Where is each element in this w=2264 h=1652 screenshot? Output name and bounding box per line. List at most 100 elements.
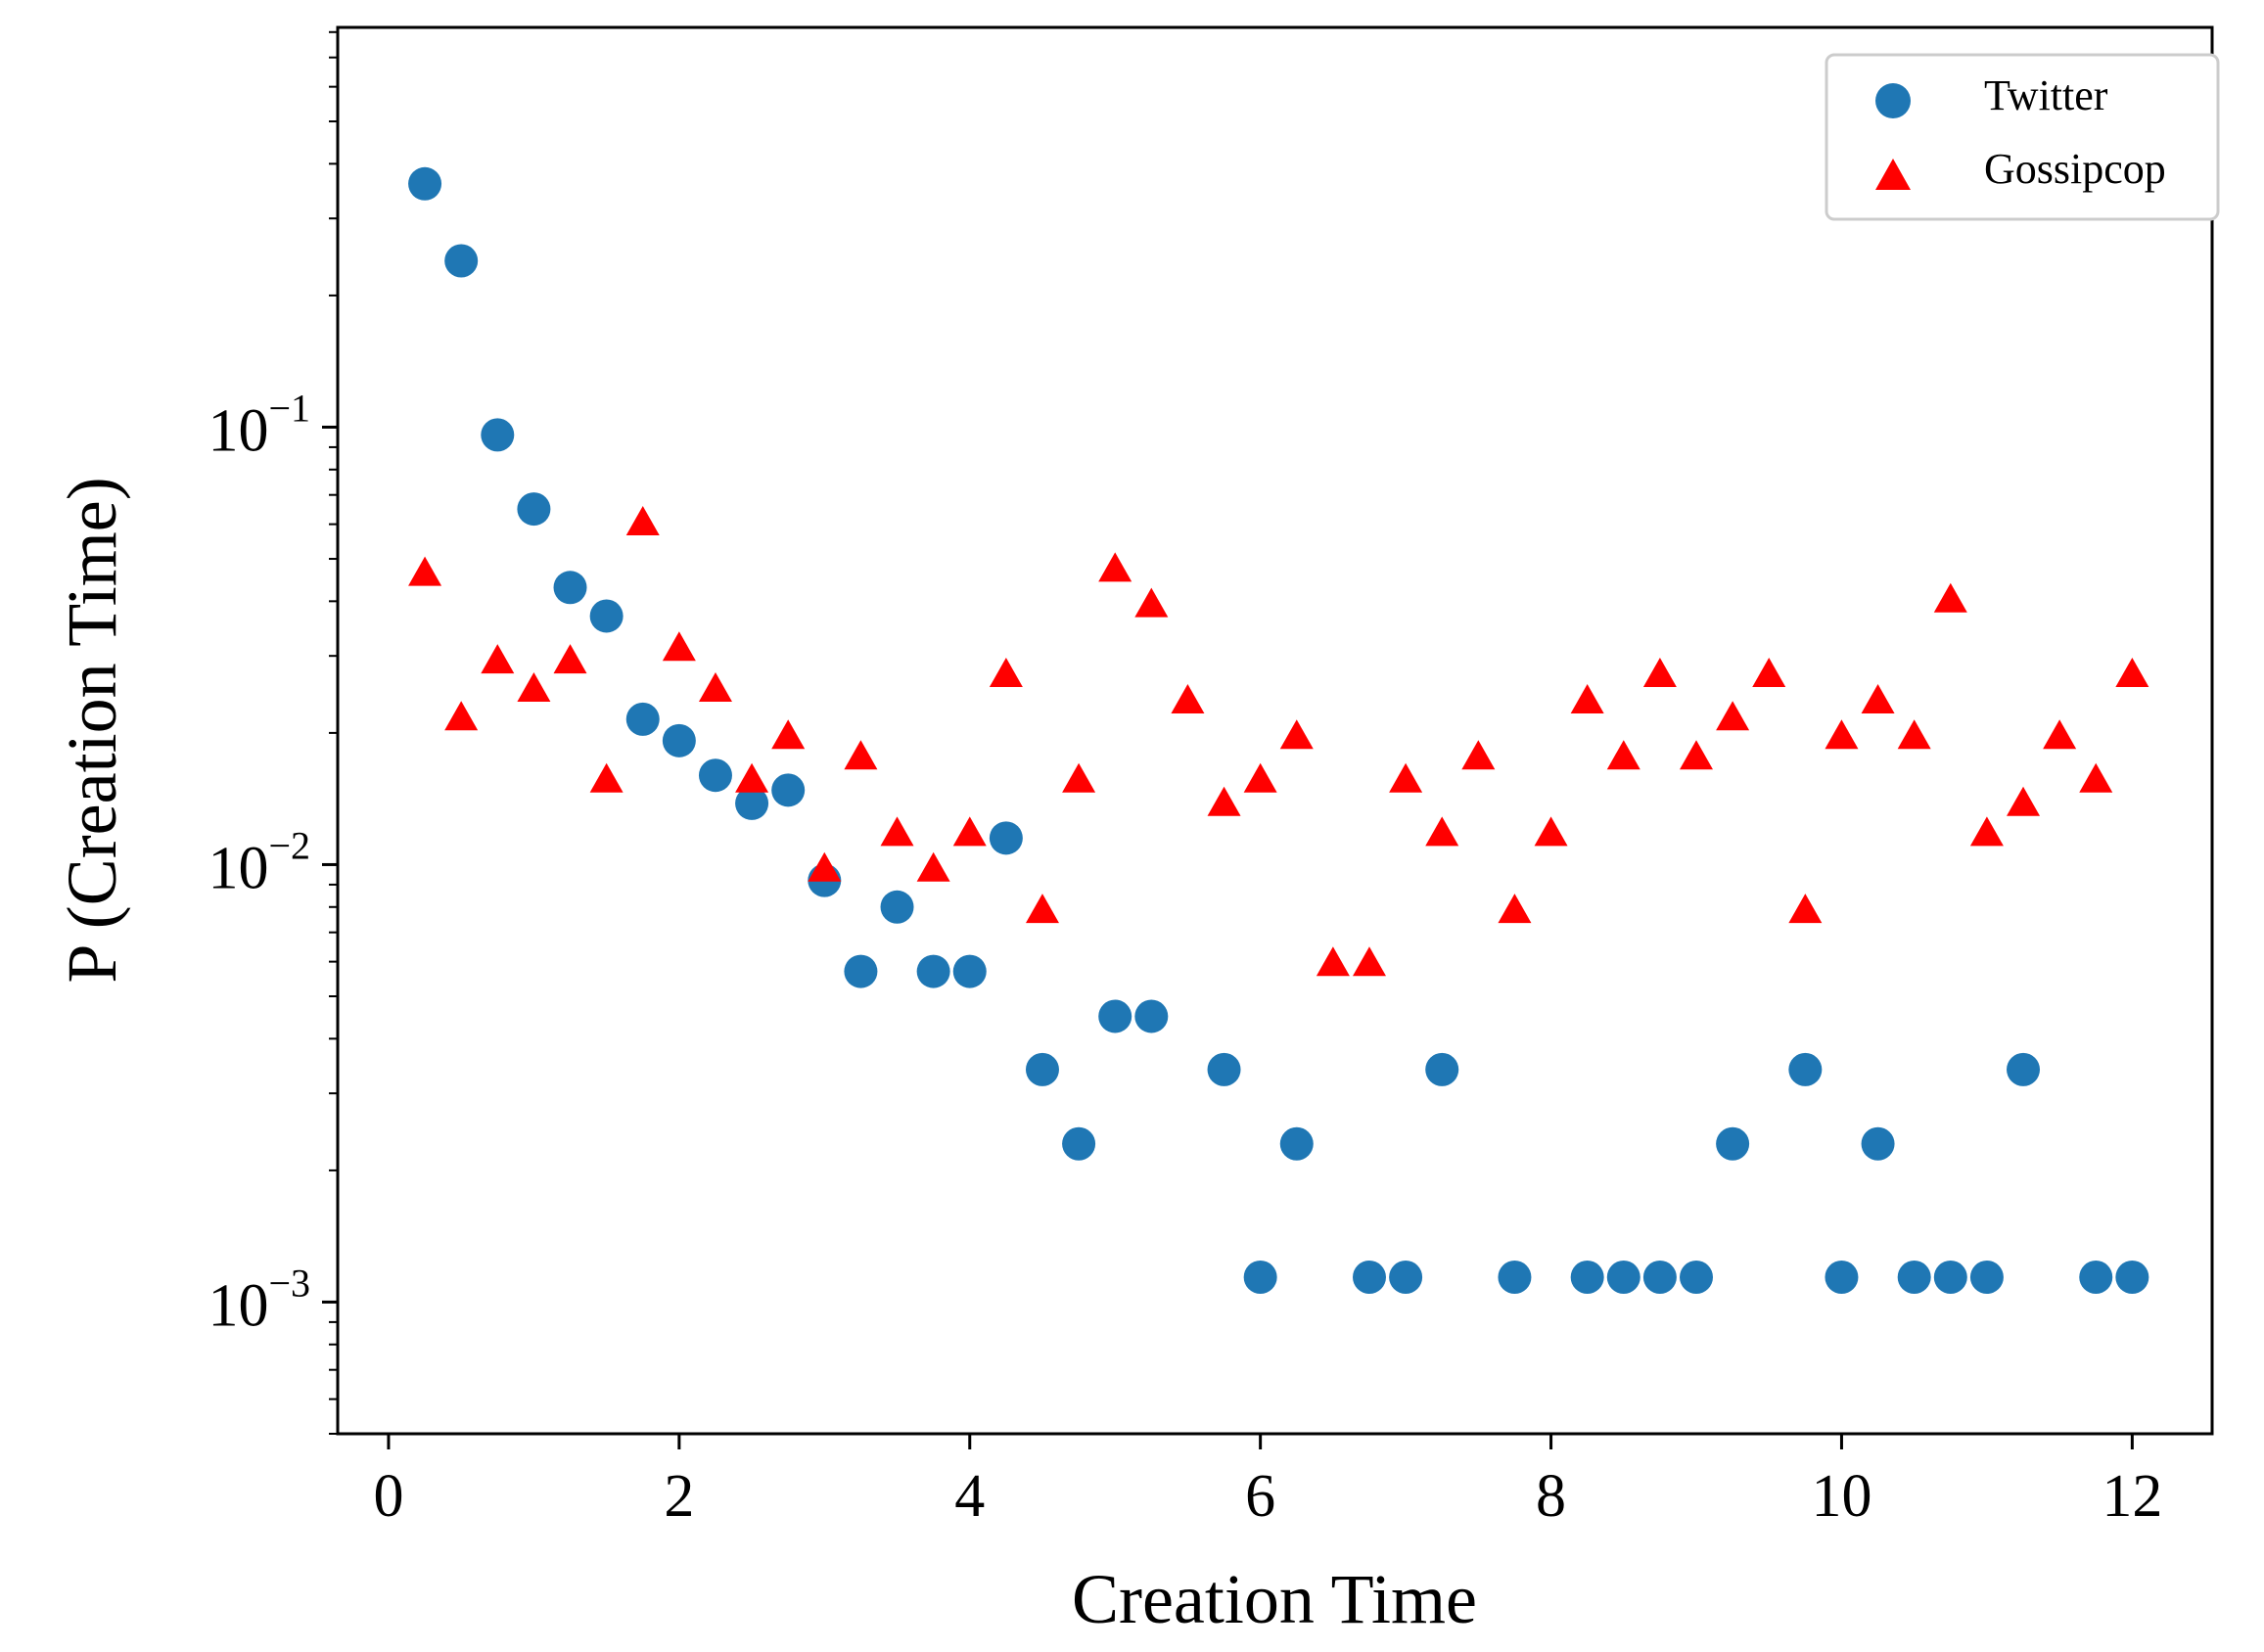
gossipcop-point — [1933, 582, 1967, 613]
y-axis-ticks: 10−1 10−2 10−3 — [208, 30, 338, 1435]
x-tick-label: 10 — [1811, 1463, 1871, 1530]
x-tick-label: 12 — [2102, 1463, 2162, 1530]
series-twitter — [408, 166, 2149, 1295]
x-tick-label: 4 — [954, 1463, 985, 1530]
gossipcop-point — [952, 816, 987, 847]
gossipcop-point — [1389, 762, 1423, 793]
twitter-point — [1969, 1261, 2004, 1295]
twitter-point — [989, 821, 1023, 855]
twitter-point — [1098, 999, 1132, 1033]
gossipcop-point — [844, 740, 878, 770]
gossipcop-point — [1680, 740, 1714, 770]
gossipcop-point — [1897, 719, 1931, 750]
gossipcop-point — [1534, 816, 1568, 847]
gossipcop-point — [1316, 946, 1350, 977]
twitter-point — [1642, 1261, 1677, 1295]
twitter-point — [1134, 999, 1169, 1033]
twitter-point — [1352, 1261, 1386, 1295]
twitter-point — [408, 166, 442, 201]
twitter-point — [1861, 1126, 1895, 1161]
y-tick-label: 10−2 — [208, 823, 310, 901]
gossipcop-point — [1570, 683, 1604, 713]
gossipcop-point — [1062, 762, 1096, 793]
y-tick-label: 10−1 — [208, 386, 310, 464]
gossipcop-point — [662, 631, 696, 662]
gossipcop-point — [553, 644, 587, 674]
twitter-point — [444, 244, 479, 278]
gossipcop-point — [1279, 719, 1314, 750]
twitter-point — [1716, 1126, 1750, 1161]
gossipcop-point — [771, 719, 806, 750]
x-tick-label: 0 — [373, 1463, 403, 1530]
twitter-point — [2007, 1052, 2041, 1086]
gossipcop-point — [2007, 786, 2041, 816]
gossipcop-point — [1207, 786, 1241, 816]
twitter-point — [2115, 1261, 2149, 1295]
gossipcop-point — [1642, 658, 1677, 688]
x-tick-label: 2 — [664, 1463, 694, 1530]
gossipcop-point — [1606, 740, 1640, 770]
legend: Twitter Gossipcop — [1825, 53, 2220, 221]
y-tick-label: 10−3 — [208, 1261, 310, 1339]
twitter-point — [553, 571, 587, 605]
gossipcop-point — [1243, 762, 1277, 793]
twitter-point — [1897, 1261, 1931, 1295]
gossipcop-point — [1425, 816, 1459, 847]
twitter-point — [1680, 1261, 1714, 1295]
twitter-point — [1389, 1261, 1423, 1295]
x-tick-label: 6 — [1245, 1463, 1275, 1530]
twitter-point — [1425, 1052, 1459, 1086]
x-axis-label: Creation Time — [1072, 1560, 1477, 1638]
twitter-point — [625, 702, 660, 736]
twitter-point — [952, 954, 987, 988]
gossipcop-point — [698, 671, 732, 702]
gossipcop-point — [2043, 719, 2077, 750]
gossipcop-point — [589, 762, 624, 793]
gossipcop-point — [408, 556, 442, 586]
twitter-point — [1933, 1261, 1967, 1295]
twitter-point — [1606, 1261, 1640, 1295]
twitter-point — [1825, 1261, 1859, 1295]
twitter-point — [1243, 1261, 1277, 1295]
gossipcop-point — [1352, 946, 1386, 977]
gossipcop-point — [481, 644, 515, 674]
gossipcop-point — [808, 851, 842, 882]
legend-label-gossipcop: Gossipcop — [1984, 145, 2166, 193]
gossipcop-point — [1788, 894, 1823, 924]
gossipcop-point — [989, 658, 1023, 688]
gossipcop-point — [1752, 658, 1786, 688]
gossipcop-point — [1025, 894, 1059, 924]
x-tick-label: 8 — [1536, 1463, 1566, 1530]
gossipcop-point — [735, 762, 769, 793]
gossipcop-point — [1171, 683, 1205, 713]
twitter-point — [916, 954, 950, 988]
twitter-point — [1570, 1261, 1604, 1295]
twitter-point — [1279, 1126, 1314, 1161]
twitter-point — [880, 890, 914, 924]
twitter-point — [2079, 1261, 2113, 1295]
gossipcop-point — [1098, 552, 1132, 582]
twitter-point — [1207, 1052, 1241, 1086]
twitter-point — [698, 758, 732, 793]
gossipcop-point — [1461, 740, 1496, 770]
legend-label-twitter: Twitter — [1984, 71, 2108, 119]
x-axis-ticks: 0 2 4 6 8 10 12 — [373, 1434, 2162, 1530]
gossipcop-point — [1134, 587, 1169, 618]
twitter-point — [1788, 1052, 1823, 1086]
twitter-point — [589, 599, 624, 633]
twitter-point — [771, 773, 806, 807]
gossipcop-point — [1861, 683, 1895, 713]
twitter-point — [662, 723, 696, 757]
twitter-point — [1498, 1261, 1532, 1295]
gossipcop-point — [444, 701, 479, 731]
gossipcop-point — [2079, 762, 2113, 793]
gossipcop-point — [916, 851, 950, 882]
plot-frame — [336, 25, 2214, 1436]
twitter-point — [1062, 1126, 1096, 1161]
twitter-point — [844, 954, 878, 988]
gossipcop-point — [1825, 719, 1859, 750]
legend-box — [1825, 53, 2220, 221]
gossipcop-point — [1969, 816, 2004, 847]
series-gossipcop — [408, 506, 2149, 977]
